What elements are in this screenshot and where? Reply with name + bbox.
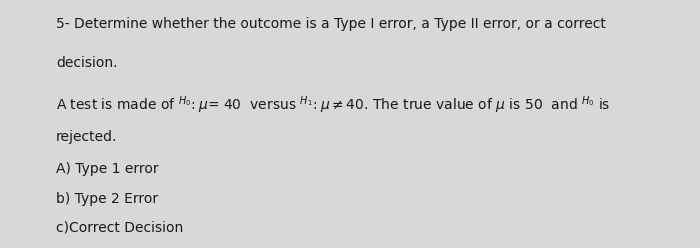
Text: 5- Determine whether the outcome is a Type I error, a Type II error, or a correc: 5- Determine whether the outcome is a Ty… [56, 17, 606, 31]
Text: b) Type 2 Error: b) Type 2 Error [56, 192, 158, 206]
Text: A test is made of $^{H_0}\!:\mu$= 40  versus $^{H_1}\!:\mu\neq$40. The true valu: A test is made of $^{H_0}\!:\mu$= 40 ver… [56, 94, 610, 116]
Text: decision.: decision. [56, 56, 118, 70]
Text: c)Correct Decision: c)Correct Decision [56, 221, 183, 235]
Text: rejected.: rejected. [56, 130, 118, 144]
Text: A) Type 1 error: A) Type 1 error [56, 162, 159, 176]
